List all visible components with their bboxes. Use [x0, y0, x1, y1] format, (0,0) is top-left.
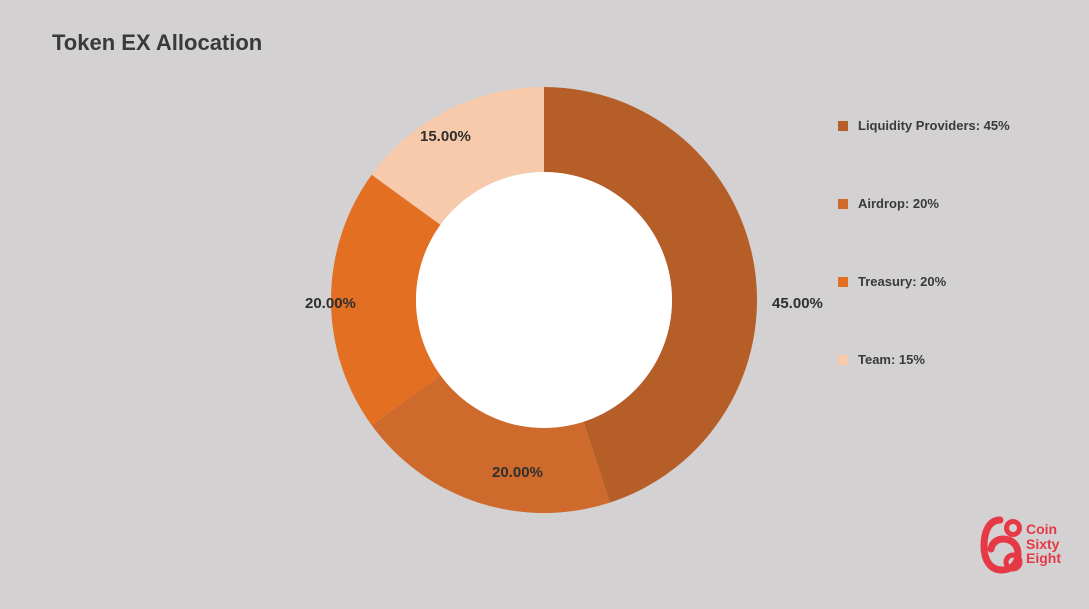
- chart-title: Token EX Allocation: [52, 30, 262, 56]
- logo-line-2: Sixty: [1026, 537, 1061, 552]
- legend-label: Treasury: 20%: [858, 274, 946, 289]
- legend-item: Treasury: 20%: [838, 274, 1010, 289]
- legend-swatch: [838, 199, 848, 209]
- logo-mark: [980, 516, 1024, 574]
- legend-swatch: [838, 121, 848, 131]
- slice-label: 20.00%: [305, 295, 356, 312]
- logo-line-1: Coin: [1026, 522, 1061, 537]
- legend-item: Team: 15%: [838, 352, 1010, 367]
- legend-label: Liquidity Providers: 45%: [858, 118, 1010, 133]
- legend-label: Airdrop: 20%: [858, 196, 939, 211]
- canvas: Token EX Allocation 45.00% 20.00% 20.00% 15…: [0, 0, 1089, 609]
- slice-label: 45.00%: [772, 295, 823, 312]
- slice-label: 20.00%: [492, 464, 543, 481]
- legend-item: Airdrop: 20%: [838, 196, 1010, 211]
- donut-svg: [329, 85, 759, 515]
- donut-chart: [329, 85, 759, 515]
- logo-line-3: Eight: [1026, 551, 1061, 566]
- logo-text: Coin Sixty Eight: [1026, 522, 1061, 566]
- legend-label: Team: 15%: [858, 352, 925, 367]
- legend-swatch: [838, 277, 848, 287]
- brand-logo: Coin Sixty Eight: [980, 516, 1024, 579]
- legend-item: Liquidity Providers: 45%: [838, 118, 1010, 133]
- slice-label: 15.00%: [420, 128, 471, 145]
- legend-swatch: [838, 355, 848, 365]
- donut-hole: [416, 172, 672, 428]
- legend: Liquidity Providers: 45% Airdrop: 20% Trea…: [838, 118, 1010, 367]
